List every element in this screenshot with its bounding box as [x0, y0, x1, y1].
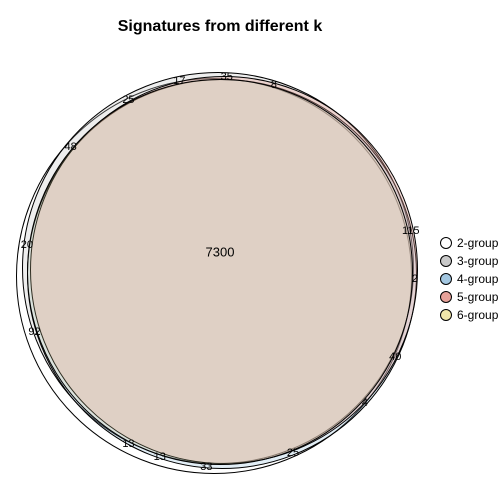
- legend-swatch-icon: [440, 309, 452, 321]
- legend-swatch-icon: [440, 291, 452, 303]
- legend-swatch-icon: [440, 273, 452, 285]
- legend-swatch-icon: [440, 255, 452, 267]
- chart-title: Signatures from different k: [0, 18, 440, 36]
- legend-item: 4-group: [440, 270, 498, 288]
- venn-sliver-label: 20: [21, 239, 33, 251]
- venn-sliver-label: 25: [122, 94, 134, 106]
- venn-sliver-label: 48: [64, 141, 76, 153]
- venn-sliver-label: 25: [287, 447, 299, 459]
- legend-item: 5-group: [440, 288, 498, 306]
- legend: 2-group 3-group 4-group 5-group 6-group: [440, 234, 498, 324]
- venn-sliver-label: 115: [402, 225, 420, 237]
- legend-item: 3-group: [440, 252, 498, 270]
- venn-sliver-label: 92: [28, 326, 40, 338]
- legend-label: 6-group: [457, 308, 498, 322]
- legend-item: 2-group: [440, 234, 498, 252]
- venn-sliver-label: 8: [271, 79, 277, 91]
- venn-sliver-label: 4: [362, 397, 368, 409]
- venn-sliver-label: 17: [173, 75, 185, 87]
- venn-sliver-label: 13: [122, 438, 134, 450]
- legend-label: 4-group: [457, 272, 498, 286]
- legend-label: 2-group: [457, 236, 498, 250]
- legend-label: 5-group: [457, 290, 498, 304]
- legend-label: 3-group: [457, 254, 498, 268]
- legend-item: 6-group: [440, 306, 498, 324]
- venn-sliver-label: 13: [154, 451, 166, 463]
- venn-sliver-label: 2: [412, 273, 418, 285]
- venn-center-value: 7300: [206, 245, 235, 260]
- venn-sliver-label: 33: [200, 461, 212, 473]
- legend-swatch-icon: [440, 237, 452, 249]
- venn-sliver-label: 40: [389, 351, 401, 363]
- venn-sliver-label: 35: [221, 71, 233, 83]
- venn-ring-6-group: [27, 79, 413, 465]
